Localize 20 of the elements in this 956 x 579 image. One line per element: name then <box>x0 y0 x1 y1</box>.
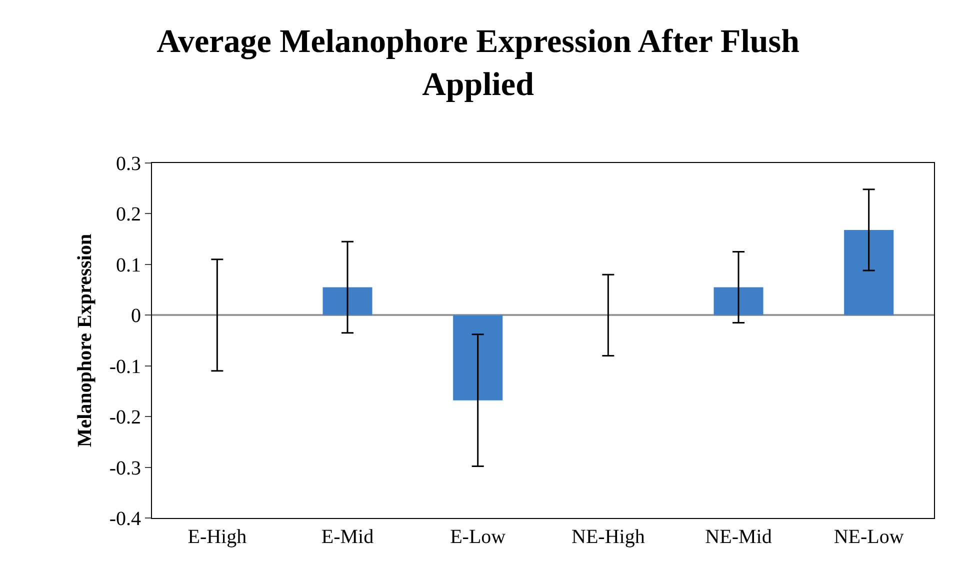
y-tick-label: 0.3 <box>116 153 141 175</box>
x-tick-label: E-High <box>188 526 247 548</box>
x-tick-label: E-Low <box>450 526 506 548</box>
y-tick-label: 0.1 <box>116 254 141 276</box>
y-tick-label: -0.1 <box>109 356 141 378</box>
bar <box>322 287 372 316</box>
y-tick-label: 0 <box>131 305 141 328</box>
y-tick-label: -0.2 <box>109 406 141 429</box>
y-axis-title: Melanophore Expression <box>74 234 96 448</box>
x-tick-label: NE-Mid <box>705 526 772 548</box>
y-tick-label: 0.2 <box>116 204 141 226</box>
y-tick-label: -0.4 <box>109 508 141 530</box>
bar <box>844 230 894 316</box>
bar <box>714 287 764 316</box>
x-tick-label: NE-High <box>572 526 645 548</box>
x-tick-label: NE-Low <box>834 526 904 548</box>
bar <box>453 315 503 400</box>
x-tick-label: E-Mid <box>321 526 374 548</box>
y-tick-label: -0.3 <box>109 457 141 480</box>
chart-title: Average Melanophore Expression After Flush Applied <box>156 24 800 104</box>
